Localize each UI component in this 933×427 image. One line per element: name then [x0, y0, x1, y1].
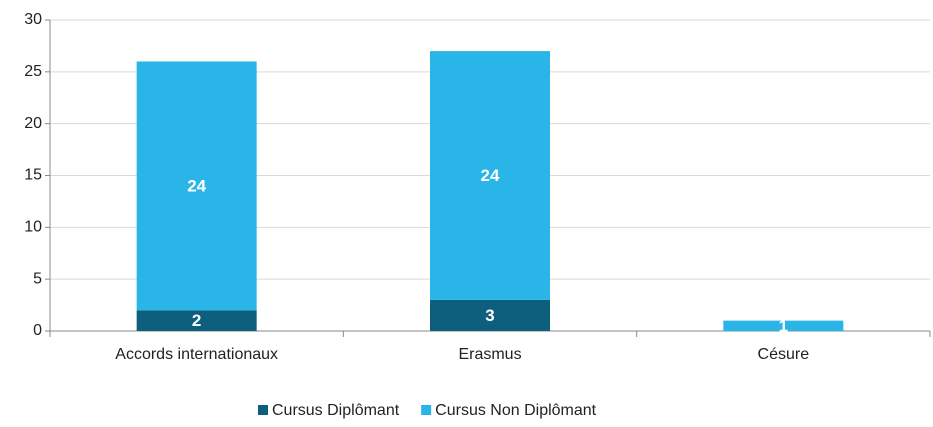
- bar-segment: [136, 310, 257, 331]
- legend-label: Cursus Diplômant: [272, 402, 400, 419]
- data-label: 24: [481, 166, 500, 185]
- x-tick-label: Erasmus: [458, 346, 521, 363]
- data-label: 3: [485, 306, 494, 325]
- bar-segment: [430, 299, 550, 331]
- bar-segment: [430, 51, 550, 300]
- data-label: 24: [187, 176, 206, 195]
- y-tick-label: 15: [24, 167, 42, 184]
- data-label: 2: [192, 311, 201, 330]
- y-tick-label: 20: [24, 115, 42, 132]
- y-tick-label: 25: [24, 63, 42, 80]
- legend-swatch: [258, 405, 268, 415]
- legend-label: Cursus Non Diplômant: [435, 402, 597, 419]
- legend-swatch: [421, 405, 432, 415]
- y-tick-label: 0: [33, 322, 42, 339]
- y-tick-label: 30: [24, 11, 42, 28]
- y-tick-label: 10: [24, 219, 42, 236]
- bar-segment: [723, 320, 844, 331]
- data-label: 1: [779, 316, 788, 335]
- x-tick-label: Accords internationaux: [115, 346, 278, 363]
- x-tick-label: Césure: [758, 346, 810, 363]
- y-tick-label: 5: [33, 270, 42, 287]
- bar-segment: [136, 61, 257, 311]
